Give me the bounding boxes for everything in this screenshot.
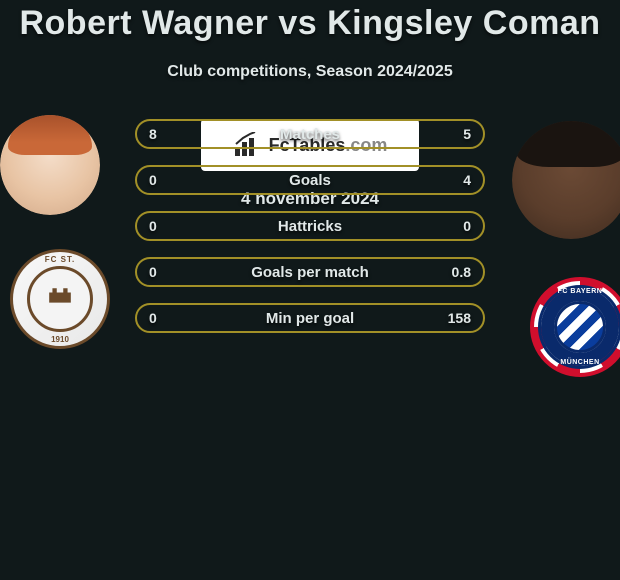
stat-left-value: 0 bbox=[149, 310, 157, 326]
player-right-avatar bbox=[512, 121, 620, 239]
stat-label: Min per goal bbox=[266, 310, 354, 327]
stats-column: 8 Matches 5 0 Goals 4 0 Hattricks 0 0 Go… bbox=[135, 119, 485, 349]
stat-row: 0 Hattricks 0 bbox=[135, 211, 485, 241]
club-right-bottom-label: MÜNCHEN bbox=[534, 281, 620, 373]
stat-label: Goals per match bbox=[251, 264, 369, 281]
stat-row: 8 Matches 5 bbox=[135, 119, 485, 149]
stat-label: Hattricks bbox=[278, 218, 342, 235]
stat-row: 0 Min per goal 158 bbox=[135, 303, 485, 333]
stat-right-value: 5 bbox=[463, 126, 471, 142]
page-title: Robert Wagner vs Kingsley Coman bbox=[0, 0, 620, 43]
stat-label: Goals bbox=[289, 172, 331, 189]
stat-label: Matches bbox=[280, 126, 340, 143]
stat-right-value: 158 bbox=[448, 310, 471, 326]
player-left-avatar bbox=[0, 115, 100, 215]
stat-left-value: 8 bbox=[149, 126, 157, 142]
stat-right-value: 0 bbox=[463, 218, 471, 234]
club-left-short: FC ST. bbox=[13, 255, 107, 264]
stat-right-value: 0.8 bbox=[452, 264, 471, 280]
stat-right-value: 4 bbox=[463, 172, 471, 188]
stat-row: 0 Goals per match 0.8 bbox=[135, 257, 485, 287]
club-left-crest: FC ST. 1910 bbox=[10, 249, 110, 349]
club-left-founded: 1910 bbox=[13, 335, 107, 344]
page-subtitle: Club competitions, Season 2024/2025 bbox=[0, 63, 620, 81]
stat-row: 0 Goals 4 bbox=[135, 165, 485, 195]
stat-left-value: 0 bbox=[149, 218, 157, 234]
club-right-crest: FC BAYERN MÜNCHEN bbox=[530, 277, 620, 377]
stat-left-value: 0 bbox=[149, 264, 157, 280]
stat-left-value: 0 bbox=[149, 172, 157, 188]
